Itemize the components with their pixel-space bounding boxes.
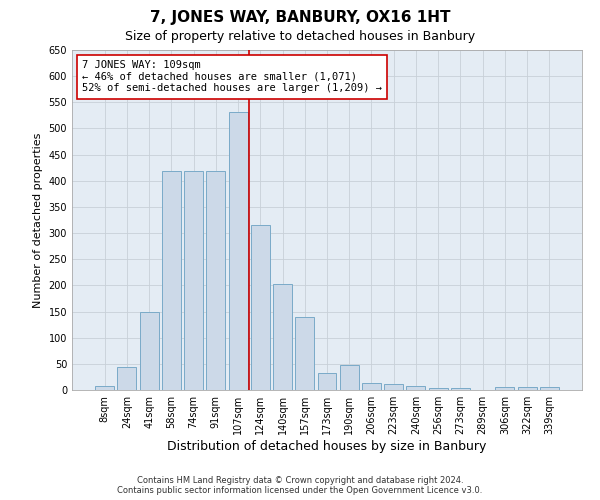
Bar (406, 386, 425, 390)
Bar (496, 388, 514, 390)
Bar (229, 112, 248, 390)
X-axis label: Distribution of detached houses by size in Banbury: Distribution of detached houses by size … (167, 440, 487, 453)
Text: Contains HM Land Registry data © Crown copyright and database right 2024.
Contai: Contains HM Land Registry data © Crown c… (118, 476, 482, 495)
Bar (273, 284, 292, 390)
Bar (95, 386, 114, 390)
Bar (384, 384, 403, 390)
Bar (206, 172, 225, 390)
Bar (451, 388, 470, 390)
Bar (140, 312, 158, 390)
Bar (362, 382, 381, 390)
Bar (429, 388, 448, 390)
Bar (162, 172, 181, 390)
Bar (118, 367, 136, 390)
Bar (518, 388, 536, 390)
Bar (317, 372, 337, 390)
Bar (540, 387, 559, 390)
Bar (251, 225, 270, 390)
Text: Size of property relative to detached houses in Banbury: Size of property relative to detached ho… (125, 30, 475, 43)
Y-axis label: Number of detached properties: Number of detached properties (33, 132, 43, 308)
Bar (295, 317, 314, 390)
Text: 7 JONES WAY: 109sqm
← 46% of detached houses are smaller (1,071)
52% of semi-det: 7 JONES WAY: 109sqm ← 46% of detached ho… (82, 60, 382, 94)
Bar (340, 365, 359, 390)
Text: 7, JONES WAY, BANBURY, OX16 1HT: 7, JONES WAY, BANBURY, OX16 1HT (150, 10, 450, 25)
Bar (184, 172, 203, 390)
